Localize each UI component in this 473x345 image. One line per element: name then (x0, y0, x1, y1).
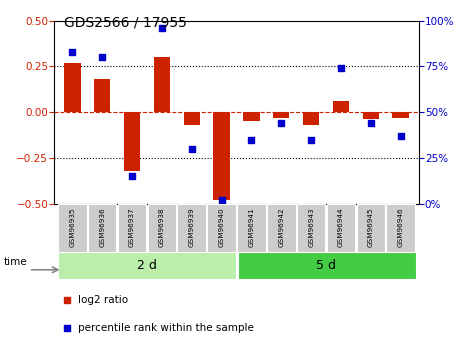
Point (337, 66, 345, 71)
Text: GSM96945: GSM96945 (368, 207, 374, 247)
Point (128, 173, 136, 179)
Bar (333, 101, 349, 112)
Text: GSM96941: GSM96941 (248, 207, 254, 247)
Text: log2 ratio: log2 ratio (78, 295, 128, 305)
Bar (363, 112, 379, 119)
Bar (237, 204, 266, 252)
Point (158, 25, 166, 31)
Point (248, 137, 255, 142)
Point (63, 325, 71, 331)
Bar (303, 112, 319, 125)
Text: 2 d: 2 d (137, 259, 157, 272)
Bar (386, 204, 415, 252)
Text: GSM96938: GSM96938 (159, 207, 165, 247)
Bar (88, 204, 116, 252)
Bar (94, 79, 110, 112)
Text: GSM96943: GSM96943 (308, 207, 314, 247)
Bar (184, 112, 200, 125)
Text: time: time (3, 257, 27, 266)
Bar (124, 112, 140, 171)
Bar (327, 204, 355, 252)
Bar (177, 204, 206, 252)
Bar (58, 204, 87, 252)
Point (307, 137, 315, 142)
Point (278, 120, 285, 126)
Bar (154, 57, 170, 112)
Bar (243, 112, 260, 121)
Text: GSM96936: GSM96936 (99, 207, 105, 247)
Bar (64, 63, 80, 112)
Point (367, 120, 375, 126)
Bar (357, 204, 385, 252)
Bar (118, 204, 146, 252)
Text: GSM96939: GSM96939 (189, 207, 195, 247)
Point (218, 197, 225, 203)
Point (188, 146, 195, 151)
Point (98, 55, 106, 60)
Bar (297, 204, 325, 252)
Bar (238, 252, 416, 279)
Bar (148, 204, 176, 252)
Text: GSM96935: GSM96935 (70, 207, 75, 247)
Text: percentile rank within the sample: percentile rank within the sample (78, 323, 254, 333)
Bar (273, 112, 289, 118)
Text: GSM96944: GSM96944 (338, 207, 344, 247)
Point (63, 297, 71, 303)
Text: GSM96940: GSM96940 (219, 207, 225, 247)
Text: 5 d: 5 d (316, 259, 336, 272)
Bar (213, 112, 230, 200)
Text: GDS2566 / 17955: GDS2566 / 17955 (64, 16, 187, 30)
Bar (58, 252, 236, 279)
Point (397, 133, 404, 139)
Text: GSM96942: GSM96942 (278, 207, 284, 247)
Bar (267, 204, 296, 252)
Point (69, 49, 76, 55)
Text: GSM96946: GSM96946 (398, 207, 403, 247)
Bar (393, 112, 409, 118)
Text: GSM96937: GSM96937 (129, 207, 135, 247)
Bar (207, 204, 236, 252)
